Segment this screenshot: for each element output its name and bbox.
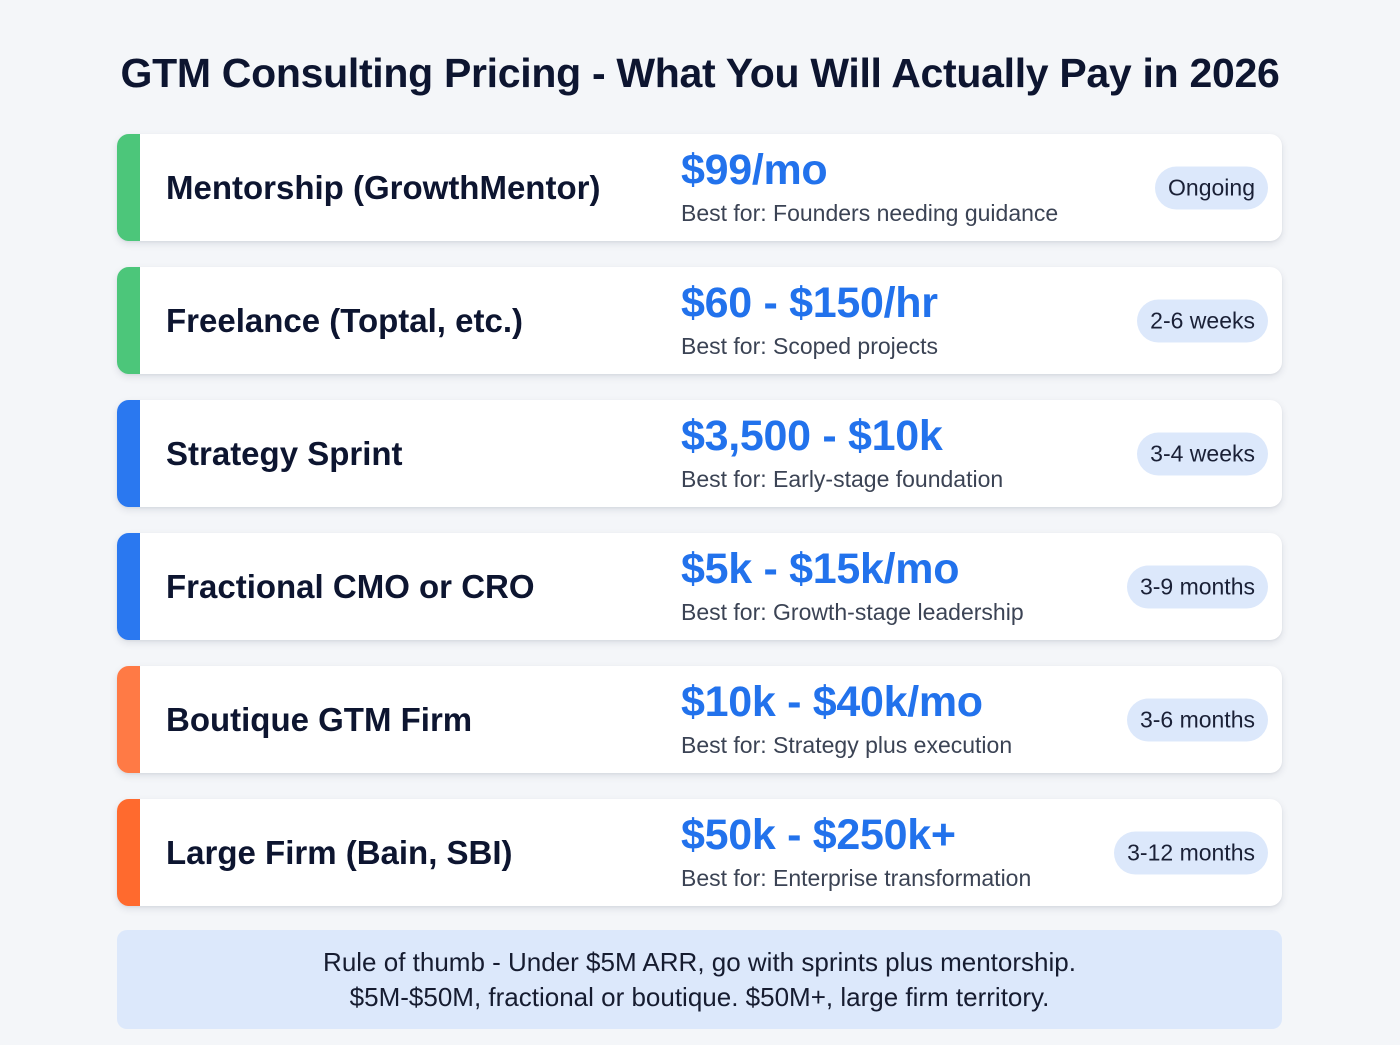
tier-price: $99/mo — [681, 146, 828, 194]
note-line-2: $5M-$50M, fractional or boutique. $50M+,… — [349, 981, 1050, 1012]
accent-bar — [117, 134, 140, 241]
tier-best-for: Best for: Enterprise transformation — [681, 865, 1032, 891]
tier-price: $60 - $150/hr — [681, 279, 938, 327]
tier-card-large-firm: Large Firm (Bain, SBI) $50k - $250k+ Bes… — [117, 799, 1282, 906]
tier-price: $3,500 - $10k — [681, 412, 943, 460]
tier-name: Mentorship (GrowthMentor) — [166, 168, 601, 206]
tier-best-for: Best for: Growth-stage leadership — [681, 599, 1024, 625]
note-line-1: Rule of thumb - Under $5M ARR, go with s… — [323, 946, 1076, 977]
tier-card-boutique: Boutique GTM Firm $10k - $40k/mo Best fo… — [117, 666, 1282, 773]
tier-best-for: Best for: Founders needing guidance — [681, 200, 1059, 226]
tier-price: $5k - $15k/mo — [681, 545, 960, 593]
tier-name: Freelance (Toptal, etc.) — [166, 301, 523, 339]
accent-bar — [117, 799, 140, 906]
accent-bar — [117, 533, 140, 640]
duration-badge: 2-6 weeks — [1137, 299, 1268, 342]
tier-name: Boutique GTM Firm — [166, 700, 473, 738]
rule-of-thumb-note: Rule of thumb - Under $5M ARR, go with s… — [117, 930, 1282, 1029]
tier-card-mentorship: Mentorship (GrowthMentor) $99/mo Best fo… — [117, 134, 1282, 241]
accent-bar — [117, 666, 140, 773]
tier-best-for: Best for: Scoped projects — [681, 333, 938, 359]
pricing-tier-list: Mentorship (GrowthMentor) $99/mo Best fo… — [117, 134, 1282, 932]
duration-badge: Ongoing — [1155, 166, 1268, 209]
tier-card-fractional: Fractional CMO or CRO $5k - $15k/mo Best… — [117, 533, 1282, 640]
tier-best-for: Best for: Strategy plus execution — [681, 732, 1013, 758]
tier-card-freelance: Freelance (Toptal, etc.) $60 - $150/hr B… — [117, 267, 1282, 374]
tier-name: Strategy Sprint — [166, 434, 403, 472]
tier-name: Fractional CMO or CRO — [166, 567, 535, 605]
tier-best-for: Best for: Early-stage foundation — [681, 466, 1004, 492]
duration-badge: 3-12 months — [1114, 831, 1268, 874]
duration-badge: 3-9 months — [1126, 565, 1268, 608]
page-title: GTM Consulting Pricing - What You Will A… — [120, 50, 1280, 96]
accent-bar — [117, 267, 140, 374]
duration-badge: 3-6 months — [1126, 698, 1268, 741]
tier-price: $50k - $250k+ — [681, 811, 956, 859]
duration-badge: 3-4 weeks — [1137, 432, 1268, 475]
tier-name: Large Firm (Bain, SBI) — [166, 833, 513, 871]
tier-card-strategy-sprint: Strategy Sprint $3,500 - $10k Best for: … — [117, 400, 1282, 507]
tier-price: $10k - $40k/mo — [681, 678, 983, 726]
accent-bar — [117, 400, 140, 507]
